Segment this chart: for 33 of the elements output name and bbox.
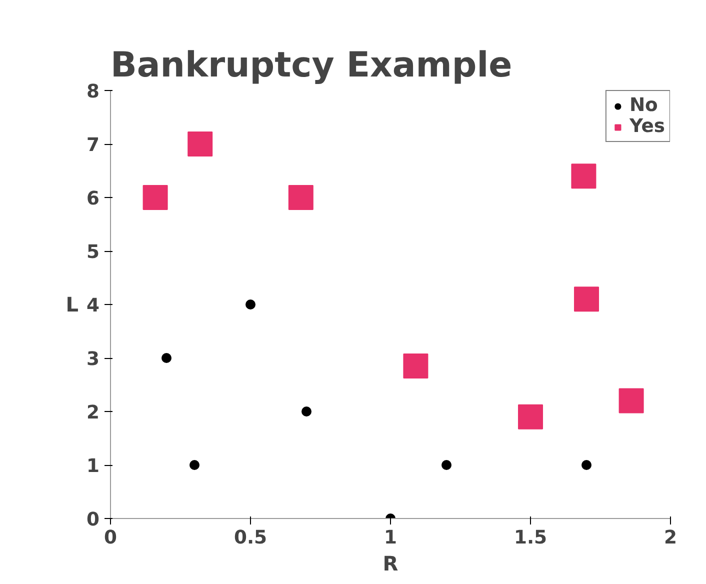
point xyxy=(574,286,599,312)
y-tick-label: 3 xyxy=(86,349,100,370)
point xyxy=(190,460,200,470)
y-tick-label: 7 xyxy=(86,135,100,156)
x-tick-label: 1.5 xyxy=(514,528,548,548)
legend-label: Yes xyxy=(629,116,665,137)
point xyxy=(571,164,596,189)
x-tick-label: 1 xyxy=(384,528,397,548)
point xyxy=(142,185,168,210)
point xyxy=(518,404,543,430)
point xyxy=(618,388,644,414)
x-tick-label: 0 xyxy=(104,528,118,548)
y-axis-title: L xyxy=(66,292,79,316)
y-tick-label: 1 xyxy=(86,456,100,477)
x-axis-title: R xyxy=(382,552,398,576)
y-tick-label: 0 xyxy=(86,510,100,530)
point xyxy=(162,353,172,363)
point xyxy=(188,132,213,156)
point xyxy=(302,406,312,416)
point xyxy=(288,185,314,210)
y-tick-label: 2 xyxy=(86,402,100,424)
y-tick-label: 6 xyxy=(86,188,100,210)
point xyxy=(582,460,592,470)
legend-label: No xyxy=(629,95,658,116)
point xyxy=(442,460,452,470)
point xyxy=(403,354,428,379)
y-tick-label: 8 xyxy=(86,82,100,102)
y-tick-label: 5 xyxy=(86,242,100,263)
x-tick-label: 2 xyxy=(664,528,677,548)
chart-title: Bankruptcy Example xyxy=(110,46,512,86)
y-tick-label: 4 xyxy=(86,296,100,316)
point xyxy=(246,300,256,310)
x-tick-label: 0.5 xyxy=(234,528,268,548)
